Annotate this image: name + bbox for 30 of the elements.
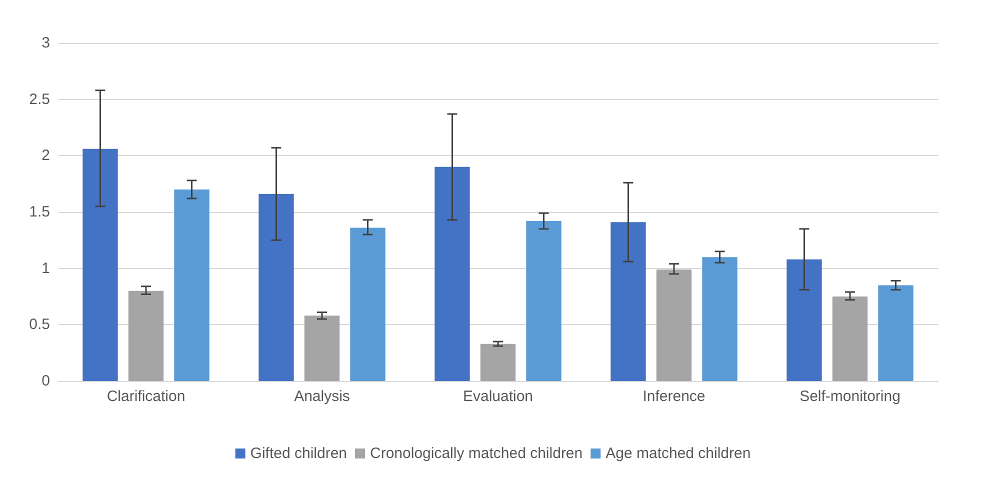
bar	[258, 194, 294, 381]
bar	[702, 257, 738, 381]
y-tick-label: 1	[42, 260, 50, 277]
bar	[480, 344, 516, 381]
y-tick-label: 2.5	[29, 90, 50, 108]
bar	[786, 259, 822, 381]
bar	[526, 221, 562, 381]
y-tick-label: 0	[42, 372, 50, 390]
bar	[878, 285, 914, 381]
bar	[82, 148, 118, 381]
y-tick-label: 2	[42, 147, 50, 164]
bar	[434, 166, 470, 381]
x-tick-label: Inference	[642, 388, 706, 405]
bar	[128, 290, 164, 381]
bar	[174, 189, 210, 381]
y-tick-label: 3	[42, 34, 50, 52]
y-tick-label: 1.5	[29, 204, 50, 220]
bar	[304, 316, 340, 381]
bar	[350, 228, 386, 381]
legend-label: Age matched children	[606, 445, 751, 462]
bar	[832, 296, 868, 381]
legend-label: Gifted children	[250, 445, 348, 462]
y-tick-label: 0.5	[29, 316, 50, 334]
x-tick-label: Analysis	[294, 388, 350, 405]
legend-label: Cronologically matched children	[370, 445, 583, 462]
x-tick-label: Self-monitoring	[800, 388, 900, 405]
bar	[656, 269, 692, 381]
x-tick-label: Clarification	[106, 388, 186, 405]
bar	[610, 222, 646, 381]
x-tick-label: Evaluation	[462, 388, 534, 405]
